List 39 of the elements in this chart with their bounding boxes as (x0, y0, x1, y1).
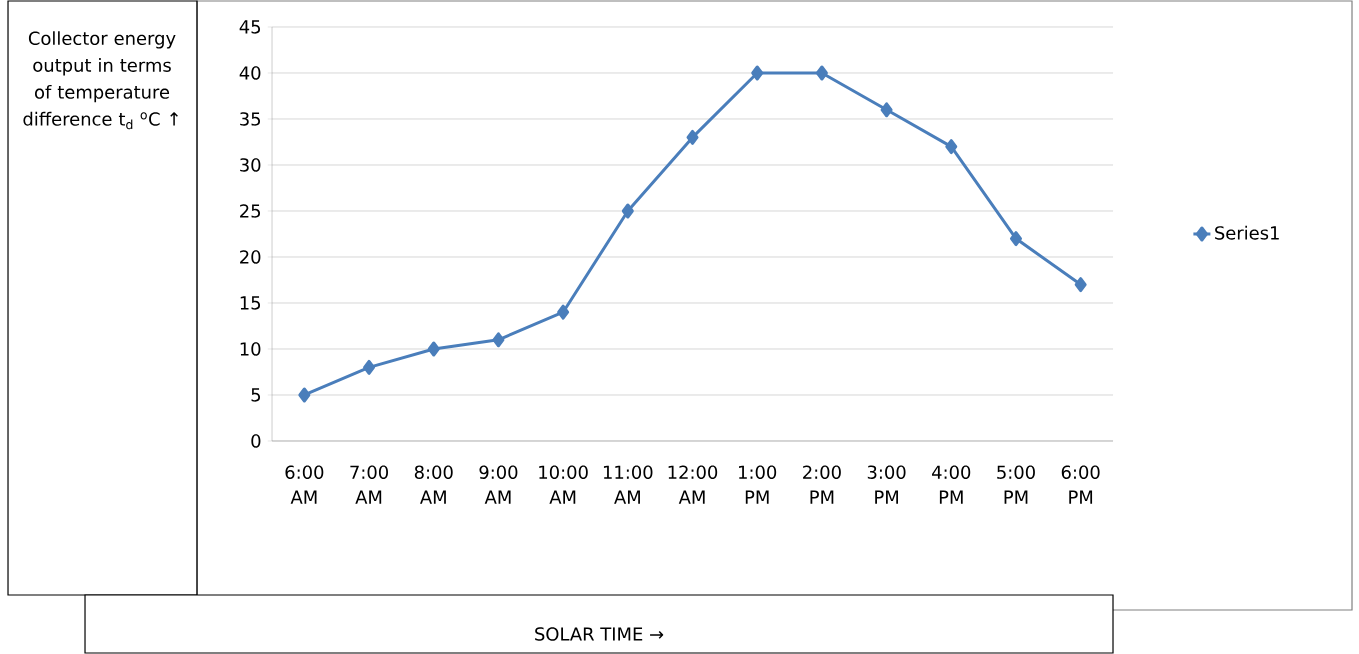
x-tick-label: 10:00 AM (539, 465, 588, 504)
x-tick-label: 12:00 AM (668, 465, 718, 504)
x-tick-label: 3:00 PM (867, 465, 906, 504)
point (751, 65, 764, 81)
x-tick-label: 6:00 PM (1061, 465, 1100, 504)
point (945, 139, 958, 155)
x-tick-label: 1:00 PM (739, 465, 777, 504)
point (298, 387, 311, 403)
point (621, 203, 634, 219)
point (557, 304, 570, 320)
x-tick-label: 8:00 AM (414, 465, 453, 504)
y-tick-label: 0 (251, 434, 261, 448)
point (686, 129, 699, 145)
x-tick-label: 11:00 AM (603, 465, 653, 504)
y-tick-label: 15 (240, 296, 261, 310)
x-tick-label: 2:00 PM (803, 465, 841, 504)
y-tick-label: 5 (251, 388, 261, 402)
point (815, 65, 828, 81)
point (1009, 231, 1022, 247)
x-tick-label: 5:00 PM (997, 465, 1035, 504)
point (880, 102, 893, 118)
x-tick-label: 9:00 AM (479, 465, 518, 504)
text: SOLAR TIME → (535, 627, 664, 641)
y-axis-title: Collector energy output in terms of temperature difference t$_{d}$ $^{o}$C ↑ (23, 31, 178, 130)
x-tick-label: 7:00 AM (350, 465, 388, 504)
y-tick-label: 45 (239, 20, 261, 34)
x-tick-label: 6:00 AM (285, 465, 324, 504)
legend-label: Series1 (1215, 225, 1279, 240)
y-tick-label: 40 (239, 66, 261, 80)
y-tick-label: 30 (240, 158, 261, 172)
point (363, 359, 376, 375)
y-tick-label: 25 (240, 204, 261, 218)
point (427, 341, 440, 357)
y-tick-label: 35 (240, 112, 261, 126)
y-tick-label: 20 (240, 250, 261, 264)
point (1074, 277, 1087, 293)
x-tick-label: 4:00 PM (932, 465, 971, 504)
y-tick-label: 10 (240, 342, 261, 356)
point (492, 332, 505, 348)
